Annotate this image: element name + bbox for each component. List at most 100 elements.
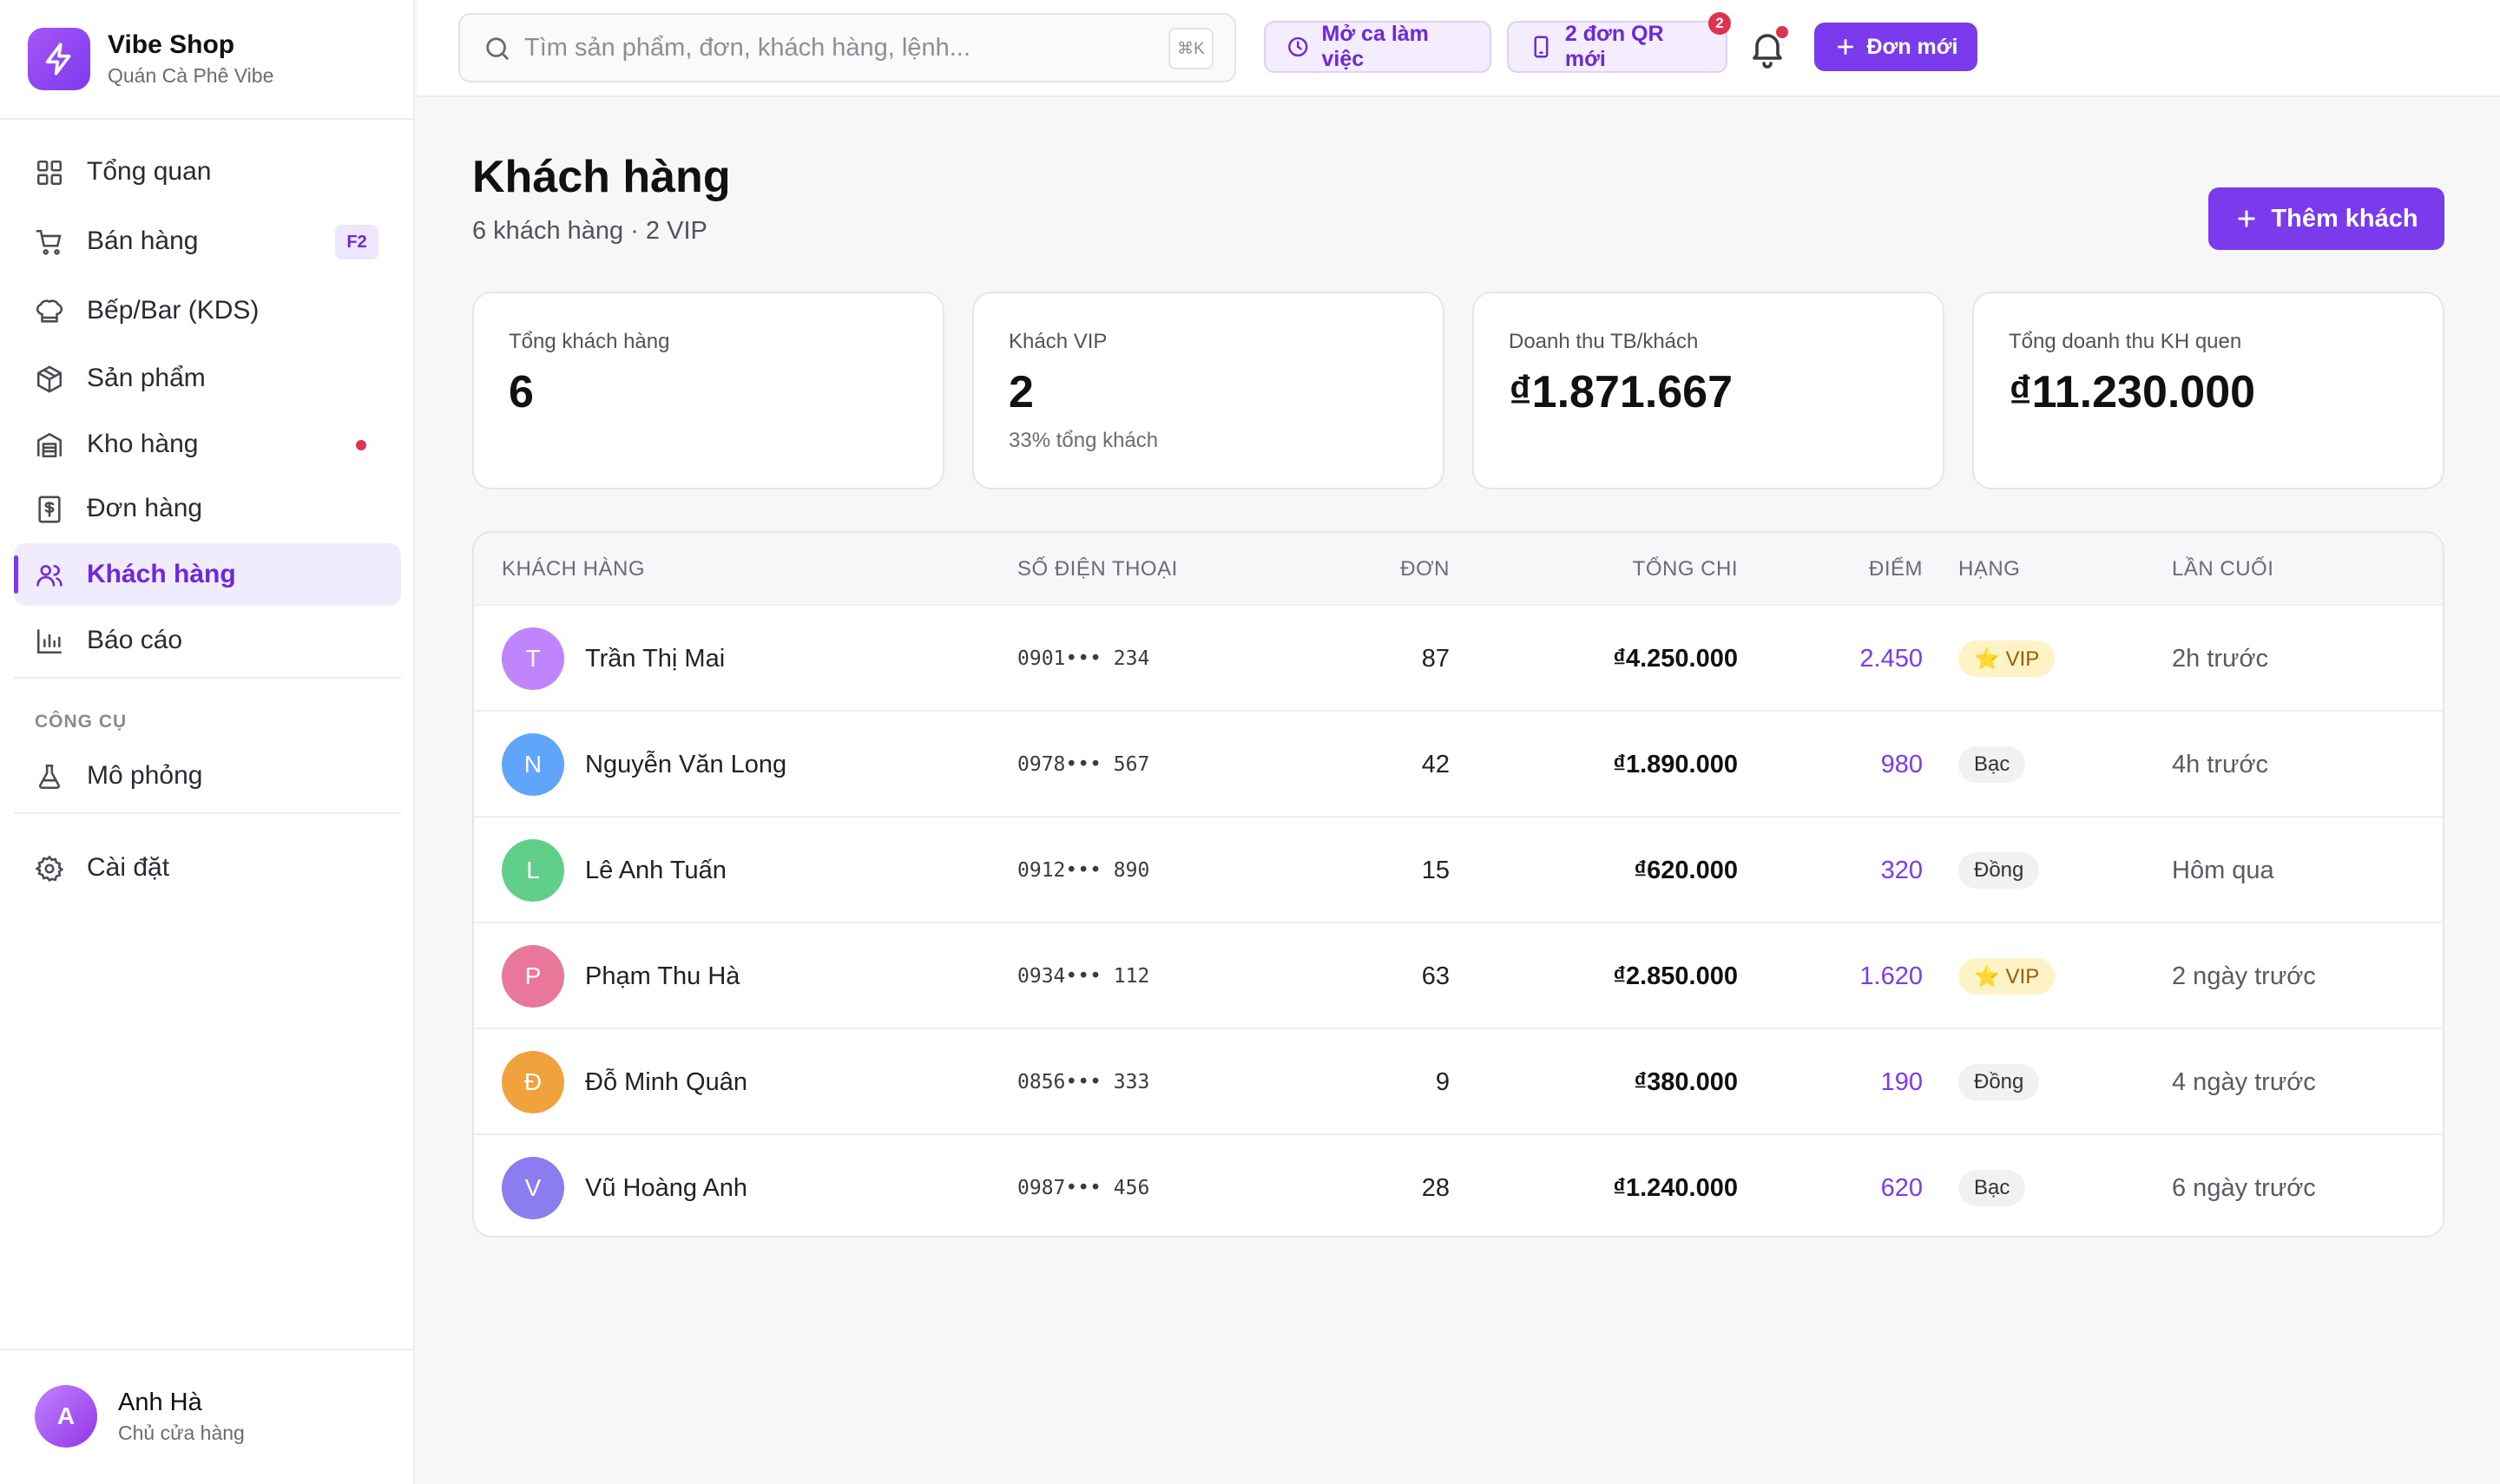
customer-orders: 9 (1435, 1067, 1450, 1096)
stat-card-avg-revenue: Doanh thu TB/khách ₫1.871.667 (1472, 292, 1944, 489)
sidebar-item-customers[interactable]: Khách hàng (14, 543, 401, 606)
stat-value: 2 (1009, 367, 1034, 417)
alert-dot (356, 440, 366, 450)
customer-spent: ₫1.890.000 (1613, 750, 1738, 778)
sidebar-item-kitchen[interactable]: Bếp/Bar (KDS) (14, 279, 401, 342)
table-row[interactable]: T Trần Thị Mai 0901••• 234 87 ₫4.250.000… (474, 604, 2443, 710)
sidebar-item-sales[interactable]: Bán hàng F2 (14, 210, 401, 273)
section-label-tools: CÔNG CỤ (35, 712, 128, 732)
sidebar-item-settings[interactable]: Cài đặt (14, 837, 401, 899)
phone-icon (1534, 36, 1549, 58)
sidebar-item-reports[interactable]: Báo cáo (14, 609, 401, 672)
customer-points: 2.450 (1859, 644, 1923, 673)
customer-name: Phạm Thu Hà (585, 962, 740, 990)
sidebar-item-label: Báo cáo (87, 626, 183, 654)
stat-value: ₫1.871.667 (1509, 367, 1734, 417)
sidebar-item-label: Khách hàng (87, 560, 236, 588)
stat-label: Tổng khách hàng (509, 330, 670, 353)
column-header-spent[interactable]: TỔNG CHI (1632, 557, 1738, 581)
stat-card-total-revenue: Tổng doanh thu KH quen ₫11.230.000 (1972, 292, 2444, 489)
sidebar-item-label: Cài đặt (87, 853, 170, 882)
add-customer-button[interactable]: Thêm khách (2208, 187, 2444, 250)
avatar: P (502, 945, 564, 1008)
stat-label: Tổng doanh thu KH quen (2009, 330, 2242, 353)
topbar: ⌘K Mở ca làm việc 2 đơn QR mới 2 Đơn mới (417, 0, 2500, 97)
customers-table: KHÁCH HÀNG SỐ ĐIỆN THOẠI ĐƠN TỔNG CHI ĐI… (472, 531, 2444, 1238)
search-input[interactable] (524, 27, 1097, 69)
sidebar-item-orders[interactable]: Đơn hàng (14, 477, 401, 540)
sidebar-item-label: Đơn hàng (87, 494, 203, 522)
search-icon (486, 37, 509, 60)
cart-icon (36, 229, 62, 255)
sidebar: Vibe Shop Quán Cà Phê Vibe Tổng quan Bán… (0, 0, 415, 1484)
open-shift-button[interactable]: Mở ca làm việc (1264, 21, 1491, 73)
column-header-tier[interactable]: HẠNG (1958, 557, 2021, 581)
add-customer-label: Thêm khách (2271, 204, 2418, 233)
bell-icon[interactable] (1747, 26, 1788, 69)
plus-icon (1837, 39, 1853, 55)
sidebar-item-overview[interactable]: Tổng quan (14, 141, 401, 203)
clock-icon (1288, 36, 1308, 57)
qr-count-badge: 2 (1708, 12, 1731, 35)
package-icon (36, 365, 62, 393)
column-header-last[interactable]: LẦN CUỐI (2172, 557, 2274, 581)
tier-badge: Đồng (1958, 1064, 2040, 1100)
customer-points: 320 (1880, 856, 1923, 884)
sidebar-item-products[interactable]: Sản phẩm (14, 347, 401, 410)
receipt-icon (38, 496, 61, 523)
avatar: V (502, 1157, 564, 1219)
customer-phone: 0901••• 234 (1017, 647, 1150, 670)
stat-card-total-customers: Tổng khách hàng 6 (472, 292, 944, 489)
sidebar-item-label: Bếp/Bar (KDS) (87, 296, 260, 325)
brand[interactable]: Vibe Shop Quán Cà Phê Vibe (28, 28, 273, 90)
divider (0, 1349, 415, 1350)
tier-badge: ⭐ VIP (1958, 958, 2056, 995)
sidebar-item-label: Kho hàng (87, 430, 199, 458)
qr-orders-label: 2 đơn QR mới (1564, 22, 1664, 71)
dashboard-icon (36, 160, 62, 186)
stat-card-vip: Khách VIP 2 33% tổng khách (972, 292, 1444, 489)
page-subtitle: 6 khách hàng · 2 VIP (472, 217, 707, 245)
avatar: L (502, 839, 564, 902)
sidebar-item-simulation[interactable]: Mô phỏng (14, 745, 401, 807)
column-header-phone[interactable]: SỐ ĐIỆN THOẠI (1017, 557, 1178, 581)
customer-last-visit: 2 ngày trước (2172, 962, 2316, 990)
table-row[interactable]: Đ Đỗ Minh Quân 0856••• 333 9 ₫380.000 19… (474, 1028, 2443, 1133)
column-header-points[interactable]: ĐIỂM (1869, 557, 1923, 581)
search-box[interactable]: ⌘K (458, 13, 1236, 82)
user-profile[interactable]: A Anh Hà Chủ cửa hàng (35, 1385, 245, 1448)
stat-value: ₫11.230.000 (2009, 367, 2256, 417)
chef-hat-icon (36, 299, 63, 323)
divider (14, 677, 401, 679)
sidebar-item-inventory[interactable]: Kho hàng (14, 413, 401, 476)
divider (0, 118, 415, 120)
brand-subtitle: Quán Cà Phê Vibe (108, 64, 274, 87)
user-name: Anh Hà (118, 1389, 202, 1416)
qr-orders-button[interactable]: 2 đơn QR mới 2 (1507, 12, 1731, 73)
new-order-button[interactable]: Đơn mới (1814, 23, 1977, 71)
avatar: A (35, 1385, 97, 1448)
column-header-customer[interactable]: KHÁCH HÀNG (502, 557, 646, 581)
customer-points: 980 (1880, 750, 1923, 778)
customer-last-visit: 2h trước (2172, 644, 2268, 673)
flask-icon (38, 764, 61, 790)
sidebar-item-label: Bán hàng (87, 227, 199, 255)
divider (14, 812, 401, 814)
table-row[interactable]: N Nguyễn Văn Long 0978••• 567 42 ₫1.890.… (474, 710, 2443, 816)
customer-spent: ₫1.240.000 (1613, 1173, 1738, 1202)
table-row[interactable]: P Phạm Thu Hà 0934••• 112 63 ₫2.850.000 … (474, 922, 2443, 1028)
customer-phone: 0912••• 890 (1017, 859, 1150, 882)
avatar: Đ (502, 1051, 564, 1113)
customer-last-visit: 6 ngày trước (2172, 1173, 2316, 1202)
new-order-label: Đơn mới (1866, 34, 1958, 59)
sidebar-item-label: Mô phỏng (87, 761, 203, 790)
table-row[interactable]: V Vũ Hoàng Anh 0987••• 456 28 ₫1.240.000… (474, 1133, 2443, 1236)
bar-chart-icon (36, 628, 62, 654)
table-header: KHÁCH HÀNG SỐ ĐIỆN THOẠI ĐƠN TỔNG CHI ĐI… (474, 533, 2443, 604)
stat-value: 6 (509, 367, 534, 417)
column-header-orders[interactable]: ĐƠN (1400, 557, 1450, 581)
customer-last-visit: 4 ngày trước (2172, 1067, 2316, 1096)
customer-orders: 15 (1421, 856, 1450, 884)
table-row[interactable]: L Lê Anh Tuấn 0912••• 890 15 ₫620.000 32… (474, 816, 2443, 922)
customer-name: Trần Thị Mai (585, 644, 726, 673)
